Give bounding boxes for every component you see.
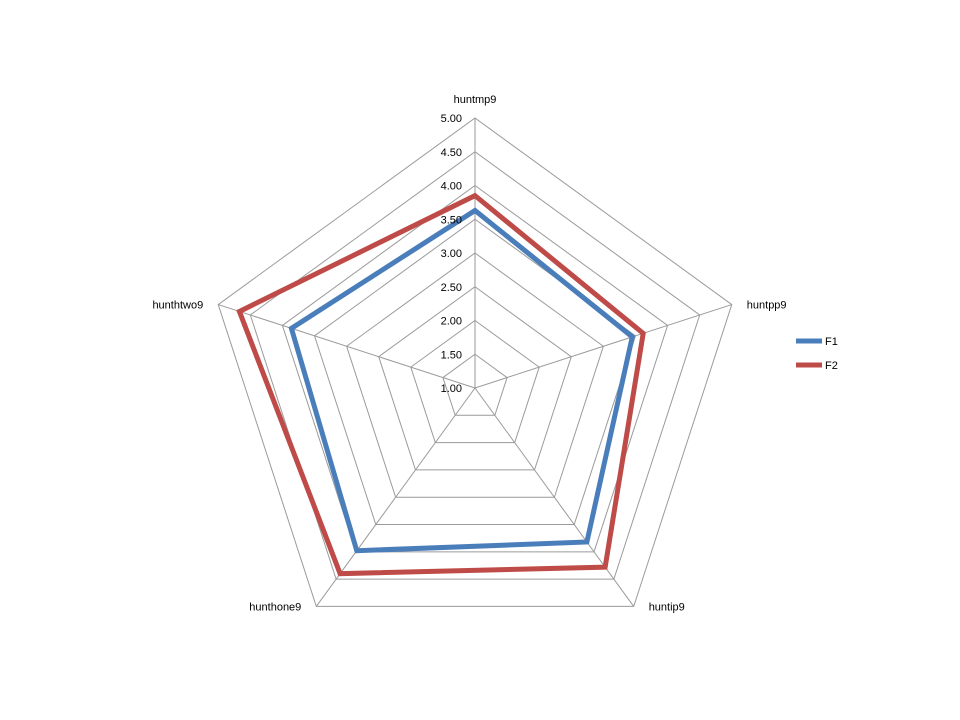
grid-ring: [346, 252, 604, 498]
series-line-f1: [288, 207, 636, 554]
axis-label-hunthone9: hunthone9: [249, 601, 301, 613]
grid-ring: [442, 353, 508, 416]
axis-spoke: [218, 304, 476, 389]
legend: F1 F2: [796, 336, 838, 372]
grid-ring: [281, 184, 669, 553]
series-group: [236, 192, 646, 577]
axis-label-huntip9: huntip9: [649, 601, 685, 613]
legend-label-f2: F2: [825, 360, 838, 372]
grid-ring: [378, 286, 572, 471]
tick-label: 2.50: [441, 282, 462, 294]
grid-ring: [410, 319, 540, 444]
tick-label: 3.50: [441, 214, 462, 226]
tick-label: 1.00: [441, 383, 462, 395]
tick-labels: 1.00 1.50 2.00 2.50 3.00 3.50 4.00 4.50 5.00: [441, 113, 462, 395]
grid-ring: [217, 117, 733, 607]
axis-spoke: [474, 387, 635, 607]
axis-label-huntpp9: huntpp9: [747, 300, 787, 312]
tick-label: 3.00: [441, 248, 462, 260]
tick-label: 1.50: [441, 349, 462, 361]
axis-spokes: [218, 118, 732, 607]
legend-label-f1: F1: [825, 336, 838, 348]
tick-label: 2.00: [441, 316, 462, 328]
axis-spoke: [474, 304, 732, 389]
axis-spoke: [315, 387, 476, 607]
tick-label: 4.50: [441, 147, 462, 159]
axis-label-hunthtwo9: hunthtwo9: [152, 300, 203, 312]
tick-label: 5.00: [441, 113, 462, 125]
tick-label: 4.00: [441, 181, 462, 193]
axis-labels: huntmp9 huntpp9 huntip9 hunthone9 hunthtwo9: [152, 94, 786, 613]
series-line-f2: [236, 192, 646, 577]
axis-label-huntmp9: huntmp9: [454, 94, 497, 106]
